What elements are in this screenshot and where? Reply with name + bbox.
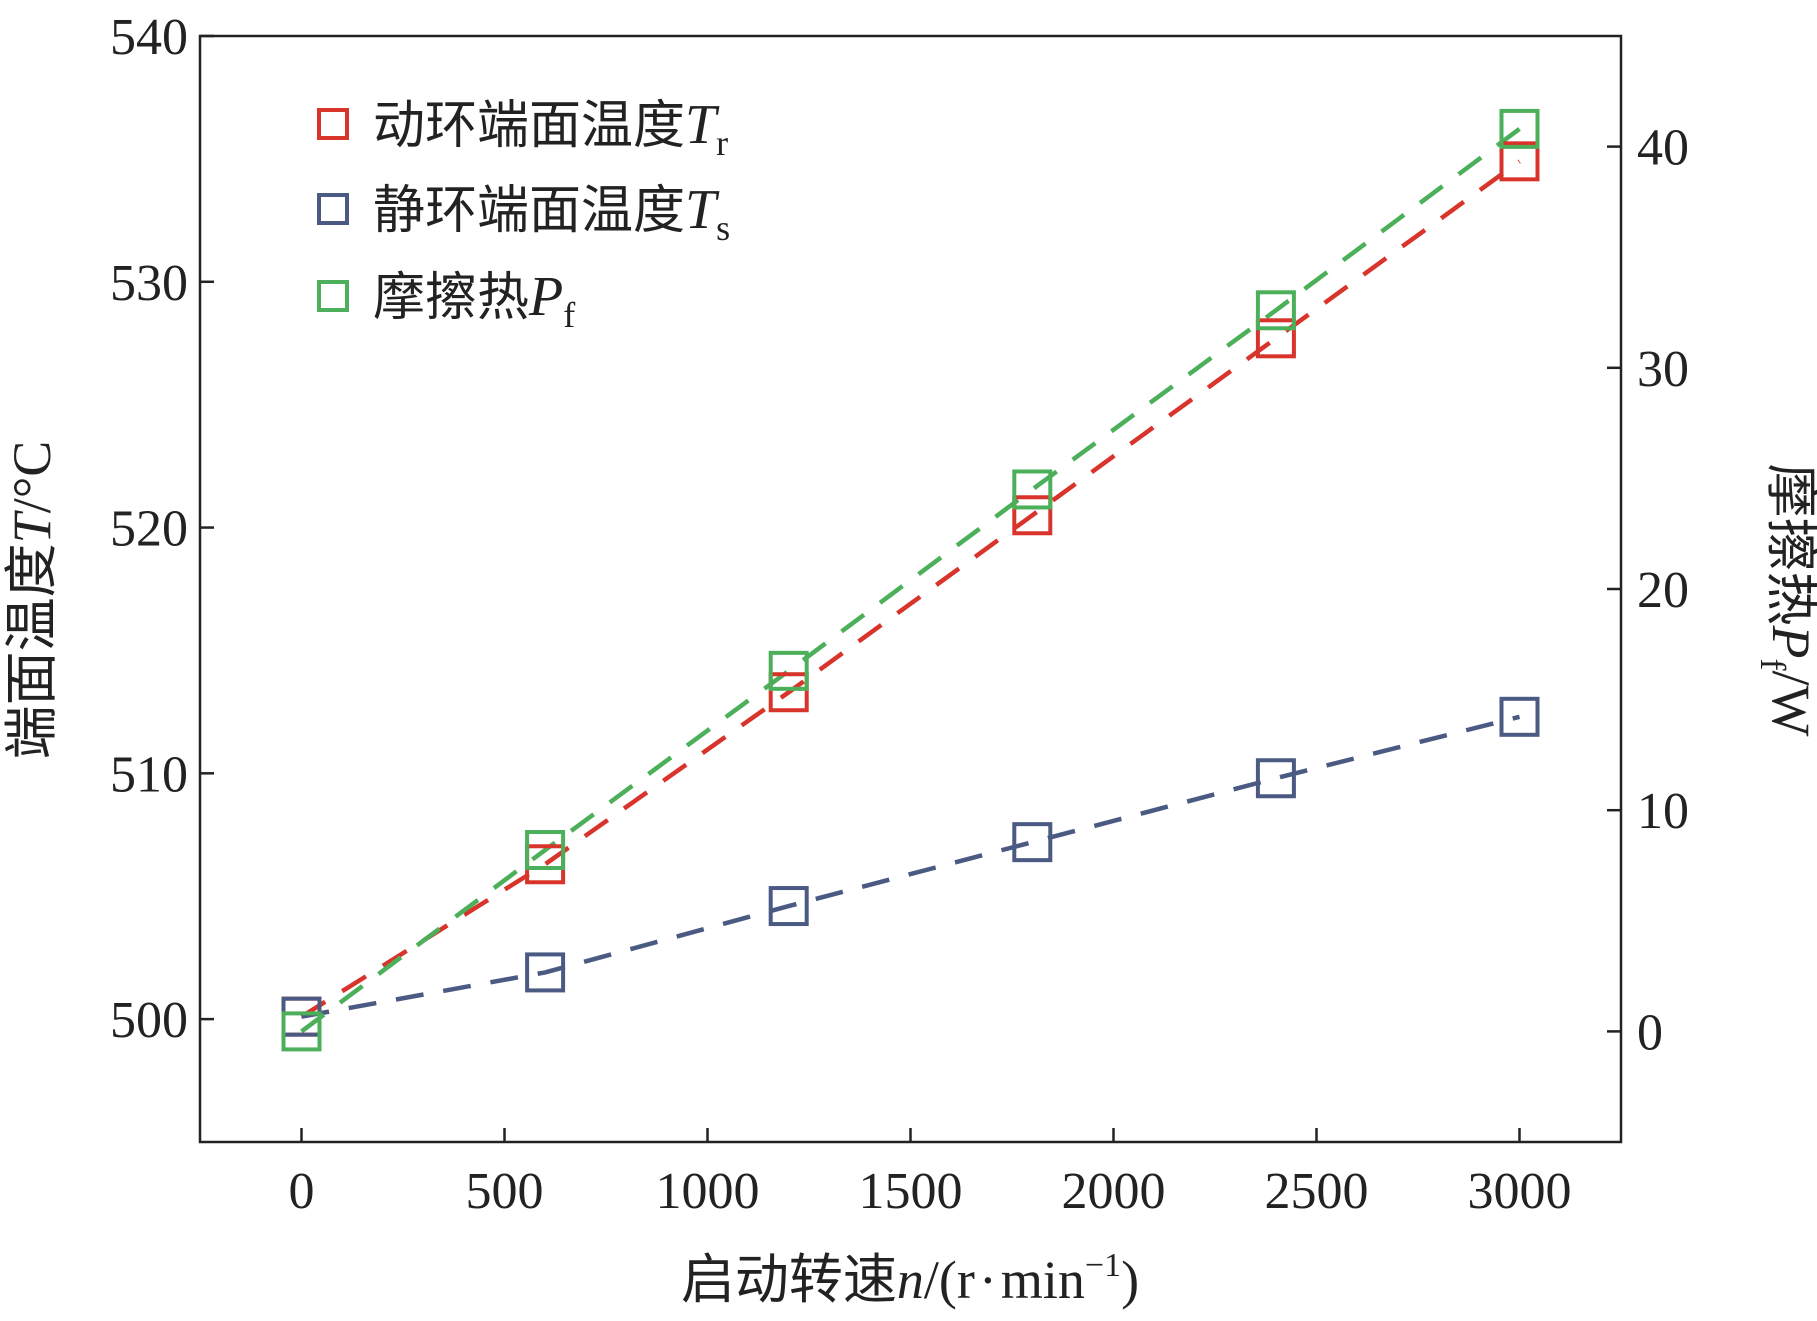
y-tick-label: 530 (110, 255, 188, 312)
x-tick-label: 1500 (859, 1163, 963, 1220)
series-0-point-4 (1255, 318, 1296, 359)
x-tick-label: 2500 (1265, 1163, 1369, 1220)
series-0-point-3 (1012, 495, 1053, 536)
legend: 动环端面温度Tr 静环端面温度Ts 摩擦热Pf (317, 94, 730, 335)
series-2-point-1 (525, 830, 566, 871)
y2-tick-label: 10 (1637, 783, 1689, 840)
series-1-point-3 (1012, 822, 1053, 863)
legend-marker-tr (317, 108, 349, 140)
x-tick-label: 0 (289, 1163, 315, 1220)
legend-marker-pf (317, 280, 349, 312)
series-1-point-4 (1255, 758, 1296, 799)
legend-label-ts: 静环端面温度Ts (373, 179, 730, 248)
series-0-point-2 (768, 672, 809, 713)
y-axis-title: 端面温度T/°C (0, 441, 63, 760)
y2-tick-label: 30 (1637, 341, 1689, 398)
legend-marker-ts (317, 193, 349, 225)
x-tick-label: 500 (466, 1163, 544, 1220)
series-line-0 (300, 159, 1521, 1019)
legend-label-pf: 摩擦热Pf (373, 266, 575, 335)
plot-frame (198, 34, 1623, 1144)
tick-labels-layer: 0 500 1000 1500 2000 2500 3000 500 510 520 530 540 0… (110, 9, 1689, 1220)
y-tick-label: 510 (110, 746, 188, 803)
series-markers-layer (281, 108, 1540, 1052)
y2-tick-label: 20 (1637, 562, 1689, 619)
series-2-point-5 (1499, 108, 1540, 149)
series-line-1 (301, 714, 1521, 1019)
series-line-2 (300, 127, 1521, 1034)
series-lines-layer (300, 127, 1521, 1034)
y2-axis-title: 摩擦热Pf/W (1753, 464, 1817, 737)
x-tick-label: 1000 (656, 1163, 760, 1220)
series-1-point-1 (525, 952, 566, 993)
series-2-point-2 (768, 650, 809, 691)
x-tick-label: 2000 (1062, 1163, 1166, 1220)
series-1-point-2 (768, 886, 809, 927)
legend-label-tr: 动环端面温度Tr (373, 94, 728, 163)
series-0-point-5 (1499, 141, 1540, 182)
series-2-point-4 (1255, 290, 1296, 331)
y-tick-label: 520 (110, 501, 188, 558)
y-tick-label: 500 (110, 992, 188, 1049)
x-tick-label: 3000 (1468, 1163, 1572, 1220)
series-2-point-3 (1012, 469, 1053, 510)
series-1-point-5 (1499, 696, 1540, 737)
y2-tick-label: 0 (1637, 1004, 1663, 1061)
x-axis-title: 启动转速n/(r·min−1) (681, 1247, 1139, 1311)
y2-tick-label: 40 (1637, 120, 1689, 177)
series-2-point-0 (281, 1011, 322, 1052)
y-tick-label: 540 (110, 9, 188, 66)
